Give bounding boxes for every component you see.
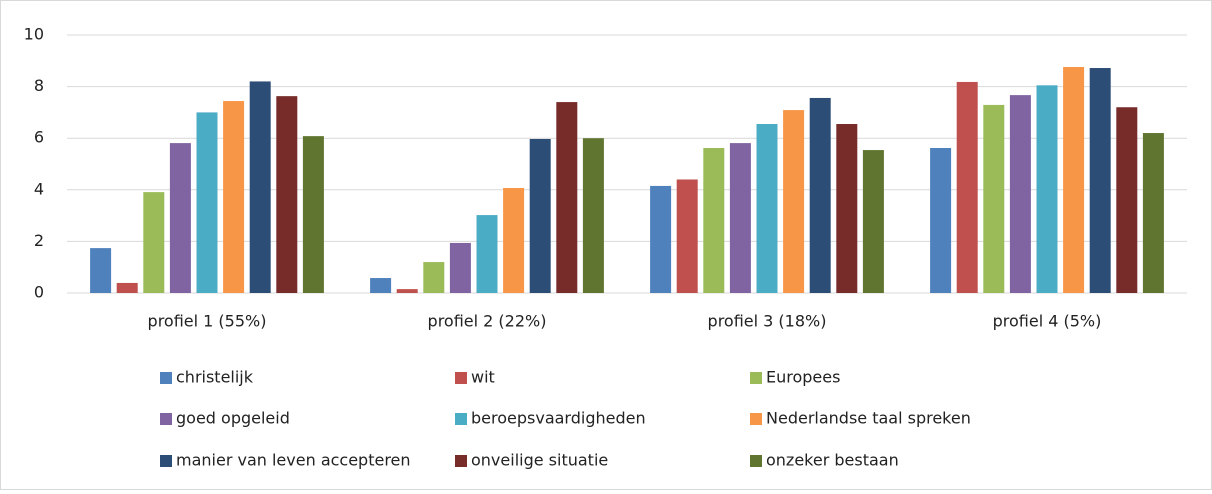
bar	[809, 97, 831, 294]
y-tick-label: 4	[34, 179, 44, 198]
legend-swatch	[750, 455, 762, 467]
bar	[729, 143, 751, 293]
bar	[956, 81, 978, 294]
bar	[423, 262, 445, 293]
x-tick-label: profiel 1 (55%)	[148, 312, 267, 331]
bar	[529, 138, 551, 293]
bar	[503, 187, 525, 293]
bar	[983, 104, 1005, 293]
y-tick-label: 0	[34, 283, 44, 302]
legend-label: Nederlandse taal spreken	[766, 409, 971, 428]
bar	[756, 124, 778, 293]
bar	[556, 102, 578, 293]
legend-label: manier van leven accepteren	[176, 451, 411, 470]
bar	[90, 248, 112, 293]
bar	[703, 148, 725, 293]
legend-swatch	[160, 455, 172, 467]
x-tick-label: profiel 4 (5%)	[993, 312, 1102, 331]
legend-swatch	[750, 372, 762, 384]
legend-swatch	[160, 372, 172, 384]
y-tick-label: 8	[34, 76, 44, 95]
legend-swatch	[455, 413, 467, 425]
bar	[1009, 95, 1031, 293]
legend-label: goed opgeleid	[176, 409, 290, 428]
y-tick-label: 10	[24, 25, 44, 44]
bar	[476, 215, 498, 293]
legend-label: onzeker bestaan	[766, 451, 899, 470]
legend-label: wit	[471, 368, 495, 387]
bar	[836, 124, 858, 293]
bar	[276, 96, 298, 293]
bar	[783, 110, 805, 293]
legend-swatch	[455, 455, 467, 467]
bar	[143, 192, 165, 293]
bar	[116, 282, 138, 293]
legend-label: christelijk	[176, 368, 254, 387]
y-tick-label: 2	[34, 231, 44, 250]
bar	[862, 150, 884, 293]
bar	[1063, 66, 1085, 293]
bar	[396, 289, 418, 293]
bar	[223, 101, 245, 293]
legend-label: onveilige situatie	[471, 451, 608, 470]
bar	[1116, 107, 1138, 294]
bar	[169, 143, 191, 293]
x-tick-label: profiel 3 (18%)	[708, 312, 827, 331]
bar	[676, 179, 698, 293]
bar	[1142, 133, 1164, 293]
legend-label: beroepsvaardigheden	[471, 409, 646, 428]
bar	[1089, 68, 1111, 293]
bar	[370, 278, 392, 293]
bar	[650, 185, 672, 293]
x-tick-label: profiel 2 (22%)	[428, 312, 547, 331]
legend-swatch	[455, 372, 467, 384]
bar	[249, 81, 271, 293]
bar	[582, 138, 604, 293]
legend-label: Europees	[766, 368, 840, 387]
bar	[1036, 85, 1058, 293]
bar	[196, 112, 218, 294]
legend-swatch	[750, 413, 762, 425]
legend-swatch	[160, 413, 172, 425]
bar	[302, 136, 324, 293]
bar	[449, 242, 471, 293]
bar	[930, 148, 952, 293]
y-tick-label: 6	[34, 128, 44, 147]
